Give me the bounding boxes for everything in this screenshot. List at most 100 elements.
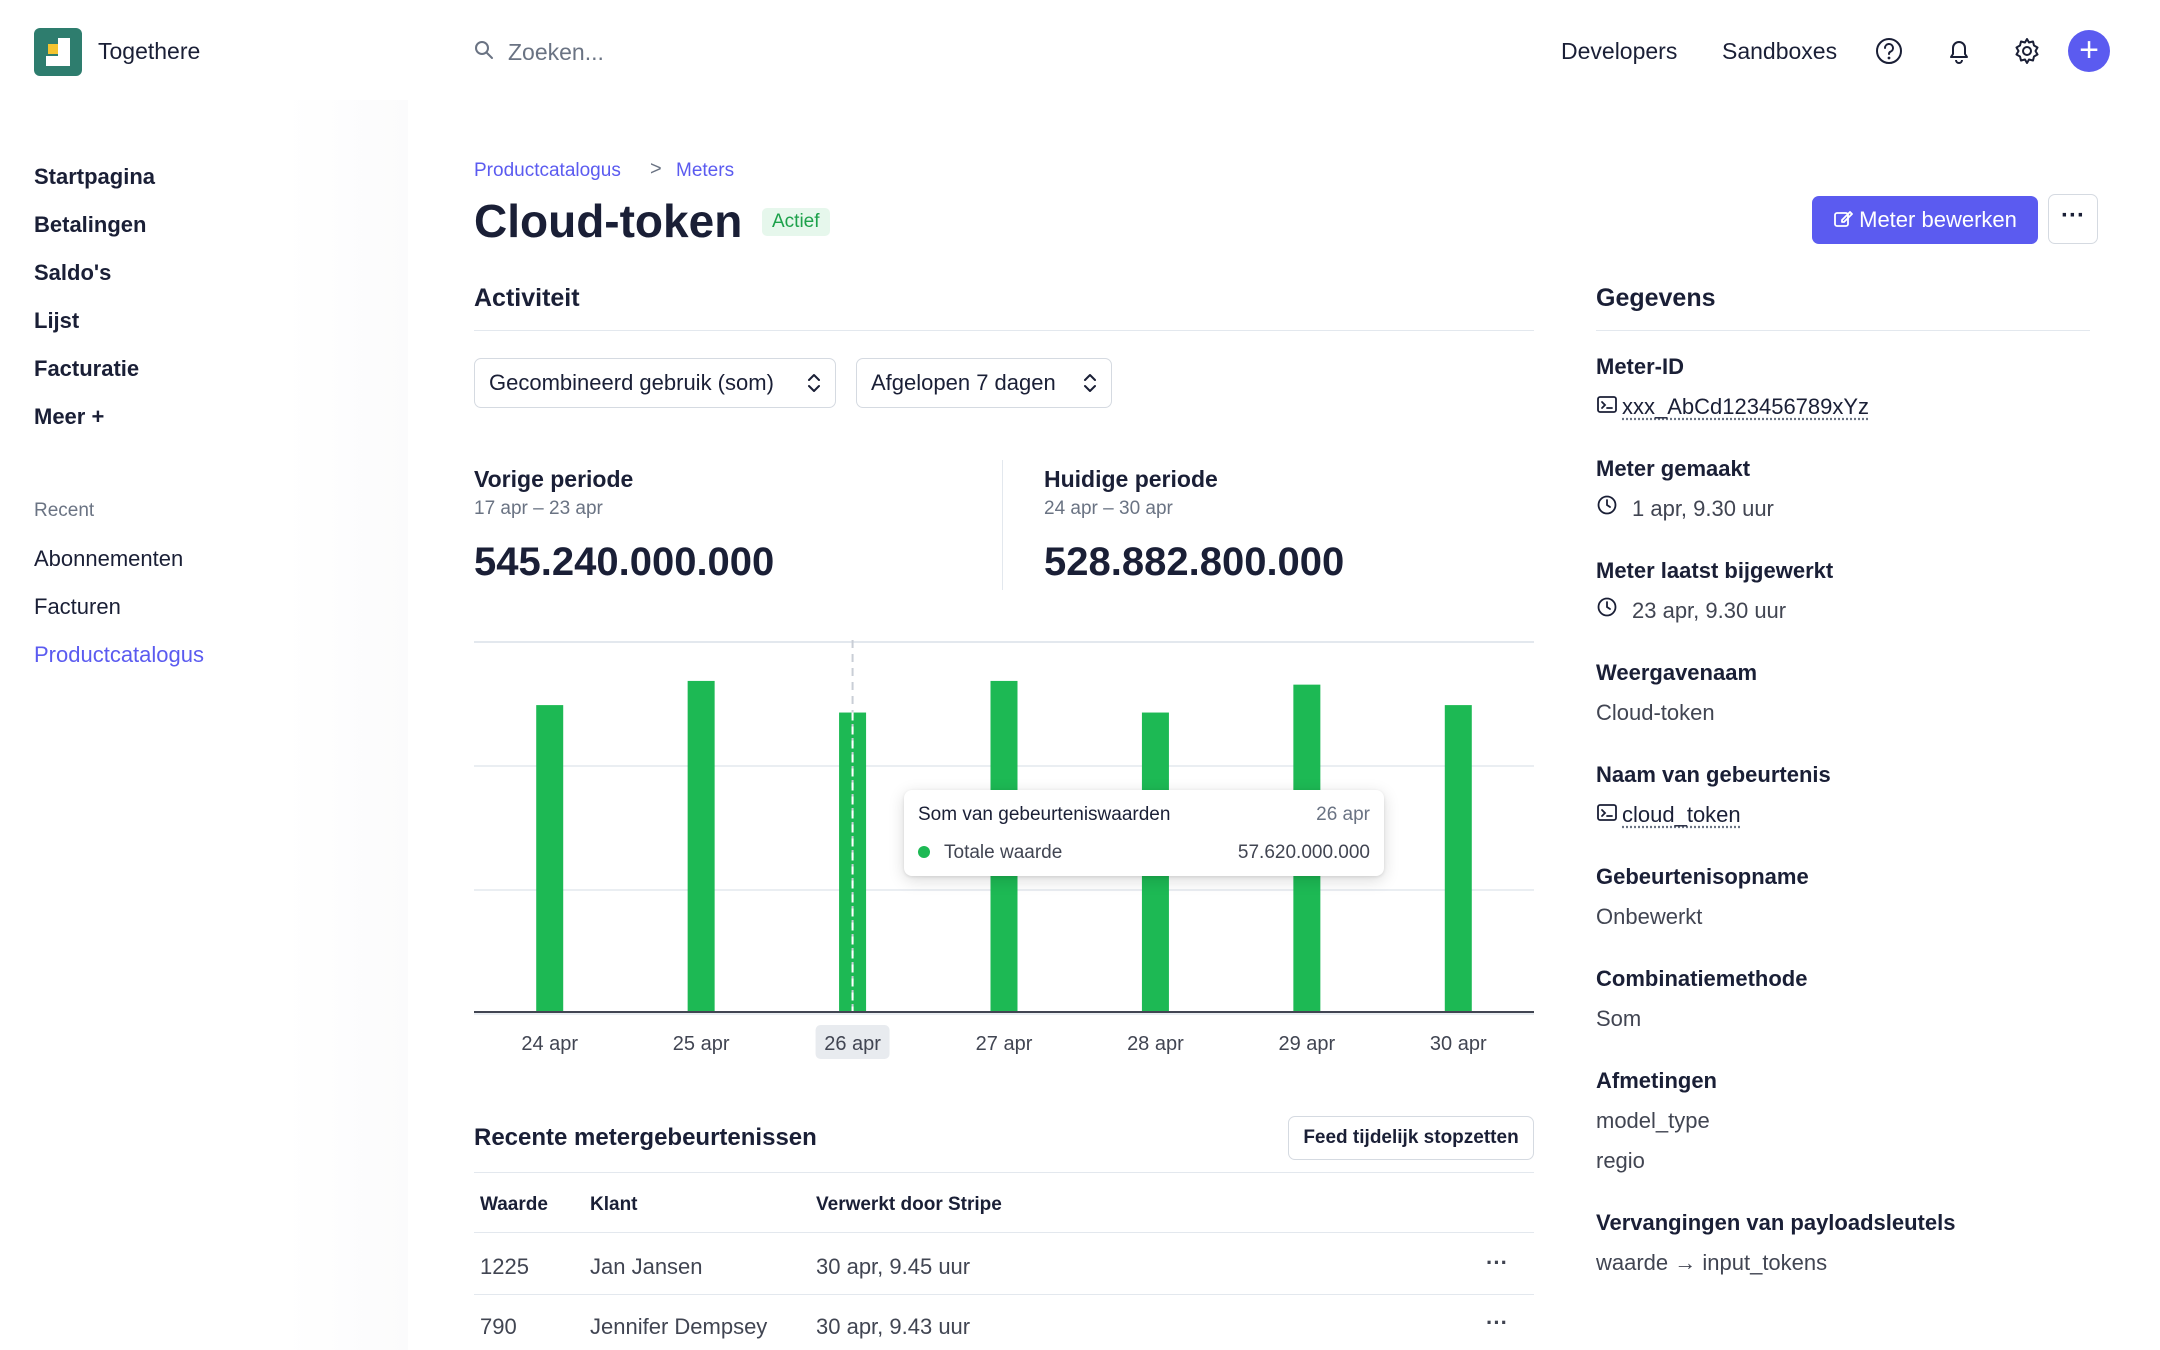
breadcrumb-separator: >: [650, 158, 662, 180]
aggregation-select-value: Gecombineerd gebruik (som): [489, 370, 774, 395]
chart-tick-label: 26 apr: [824, 1033, 881, 1055]
breadcrumb-meters[interactable]: Meters: [676, 160, 735, 181]
created-value: 1 apr, 9.30 uur: [1632, 496, 1774, 521]
tooltip-series-dot: [918, 846, 930, 858]
highlighted-tick-bg: [815, 1025, 890, 1059]
tooltip-label: Totale waarde: [944, 842, 1063, 863]
breadcrumb-productcatalogus[interactable]: Productcatalogus: [474, 160, 621, 181]
period-select-value: Afgelopen 7 dagen: [871, 370, 1056, 395]
created-label: Meter gemaakt: [1596, 456, 1751, 481]
sidebar-item-facturatie[interactable]: Facturatie: [34, 356, 140, 381]
chevron-updown-icon: [808, 374, 820, 392]
search-input[interactable]: [508, 34, 1108, 70]
details-heading: Gegevens: [1596, 284, 1716, 312]
ingestion-value: Onbewerkt: [1596, 904, 1703, 929]
period-divider: [1002, 460, 1003, 590]
status-badge: Actief: [762, 208, 830, 236]
dimension-item: regio: [1596, 1148, 1645, 1173]
chart-bar[interactable]: [536, 705, 564, 1012]
recent-item-abonnementen[interactable]: Abonnementen: [34, 546, 184, 571]
activity-divider: [474, 330, 1534, 331]
search-icon: [475, 41, 493, 59]
edit-icon: [1834, 211, 1854, 227]
help-icon[interactable]: [1874, 36, 1904, 66]
overrides-value: waarde → input_tokens: [1596, 1250, 1828, 1275]
column-header-value[interactable]: Waarde: [480, 1194, 548, 1215]
chart-tooltip: Som van gebeurteniswaarden 26 apr Totale…: [904, 790, 1384, 876]
tooltip-value: 57.620.000.000: [1237, 842, 1370, 863]
recent-label: Recent: [34, 500, 95, 521]
display-name-value: Cloud-token: [1596, 700, 1715, 725]
terminal-icon: [1597, 804, 1617, 821]
dimensions-label: Afmetingen: [1596, 1068, 1717, 1093]
sandboxes-link[interactable]: Sandboxes: [1722, 38, 1838, 64]
ingestion-label: Gebeurtenisopname: [1596, 864, 1809, 889]
row-2-processed: 30 apr, 9.43 uur: [816, 1314, 971, 1339]
sidebar-item-meer[interactable]: Meer +: [34, 404, 105, 429]
tooltip-date: 26 apr: [1316, 804, 1370, 825]
previous-period-value: 545.240.000.000: [474, 540, 775, 584]
clock-icon: [1597, 597, 1617, 617]
row-1-value: 1225: [480, 1254, 529, 1279]
row-1-more-button[interactable]: ···: [1486, 1250, 1508, 1275]
chart-tick-label: 29 apr: [1278, 1033, 1335, 1055]
row-2-customer[interactable]: Jennifer Dempsey: [590, 1314, 768, 1339]
edit-meter-button[interactable]: Meter bewerken: [1812, 196, 2038, 244]
current-period-range: 24 apr – 30 apr: [1044, 498, 1173, 519]
table-header-divider: [474, 1232, 1534, 1233]
pause-feed-button[interactable]: Feed tijdelijk stopzetten: [1288, 1116, 1534, 1160]
terminal-icon: [1597, 396, 1617, 413]
events-heading: Recente metergebeurtenissen: [474, 1124, 817, 1151]
chart-bar[interactable]: [687, 680, 715, 1012]
create-button[interactable]: +: [2068, 30, 2110, 72]
current-period-label: Huidige periode: [1044, 466, 1218, 492]
chart-tick-label: 30 apr: [1430, 1033, 1487, 1055]
sidebar-item-startpagina[interactable]: Startpagina: [34, 164, 156, 189]
chart-tick-label: 27 apr: [976, 1033, 1033, 1055]
row-2-more-button[interactable]: ···: [1486, 1310, 1508, 1335]
chart-tick-label: 28 apr: [1127, 1033, 1184, 1055]
brand-name[interactable]: Togethere: [98, 38, 201, 64]
meter-id-value[interactable]: xxx_AbCd123456789xYz: [1622, 394, 1870, 419]
period-select[interactable]: Afgelopen 7 dagen: [856, 358, 1112, 408]
details-divider: [1596, 330, 2090, 331]
previous-period-label: Vorige periode: [474, 466, 634, 492]
edit-meter-label: Meter bewerken: [1859, 207, 2017, 232]
clock-icon: [1597, 495, 1617, 515]
page-title: Cloud-token: [474, 195, 743, 247]
usage-bar-chart[interactable]: 24 apr 25 apr 26 apr 27 apr 28 apr 29 apr 30 a…: [474, 640, 1534, 1060]
recent-item-productcatalogus[interactable]: Productcatalogus: [34, 642, 204, 667]
chart-tick-label: 25 apr: [673, 1033, 730, 1055]
gear-icon[interactable]: [2012, 36, 2042, 66]
events-divider: [474, 1172, 1534, 1173]
more-actions-button[interactable]: ···: [2048, 194, 2098, 244]
chevron-updown-icon: [1084, 374, 1096, 392]
row-divider: [474, 1294, 1534, 1295]
tooltip-title: Som van gebeurteniswaarden: [918, 804, 1171, 825]
aggregation-select[interactable]: Gecombineerd gebruik (som): [474, 358, 836, 408]
chart-tick-label: 24 apr: [521, 1033, 578, 1055]
column-header-customer[interactable]: Klant: [590, 1194, 638, 1215]
developers-link[interactable]: Developers: [1561, 38, 1678, 64]
row-1-customer[interactable]: Jan Jansen: [590, 1254, 703, 1279]
recent-item-facturen[interactable]: Facturen: [34, 594, 121, 619]
sidebar-item-betalingen[interactable]: Betalingen: [34, 212, 147, 237]
previous-period-range: 17 apr – 23 apr: [474, 498, 603, 519]
overrides-label: Vervangingen van payloadsleutels: [1596, 1210, 1956, 1235]
updated-label: Meter laatst bijgewerkt: [1596, 558, 1834, 583]
row-2-value: 790: [480, 1314, 517, 1339]
display-name-label: Weergavenaam: [1596, 660, 1758, 685]
method-label: Combinatiemethode: [1596, 966, 1808, 991]
row-1-processed: 30 apr, 9.45 uur: [816, 1254, 971, 1279]
brand-logo[interactable]: [34, 28, 82, 76]
event-name-label: Naam van gebeurtenis: [1596, 762, 1831, 787]
sidebar-item-lijst[interactable]: Lijst: [34, 308, 80, 333]
sidebar-item-saldos[interactable]: Saldo's: [34, 260, 112, 285]
chart-bar[interactable]: [1444, 705, 1472, 1012]
bell-icon[interactable]: [1944, 36, 1974, 66]
event-name-value[interactable]: cloud_token: [1622, 802, 1741, 827]
meter-id-label: Meter-ID: [1596, 354, 1685, 379]
sidebar: [0, 100, 408, 1350]
column-header-processed[interactable]: Verwerkt door Stripe: [816, 1194, 1002, 1215]
method-value: Som: [1596, 1006, 1642, 1031]
